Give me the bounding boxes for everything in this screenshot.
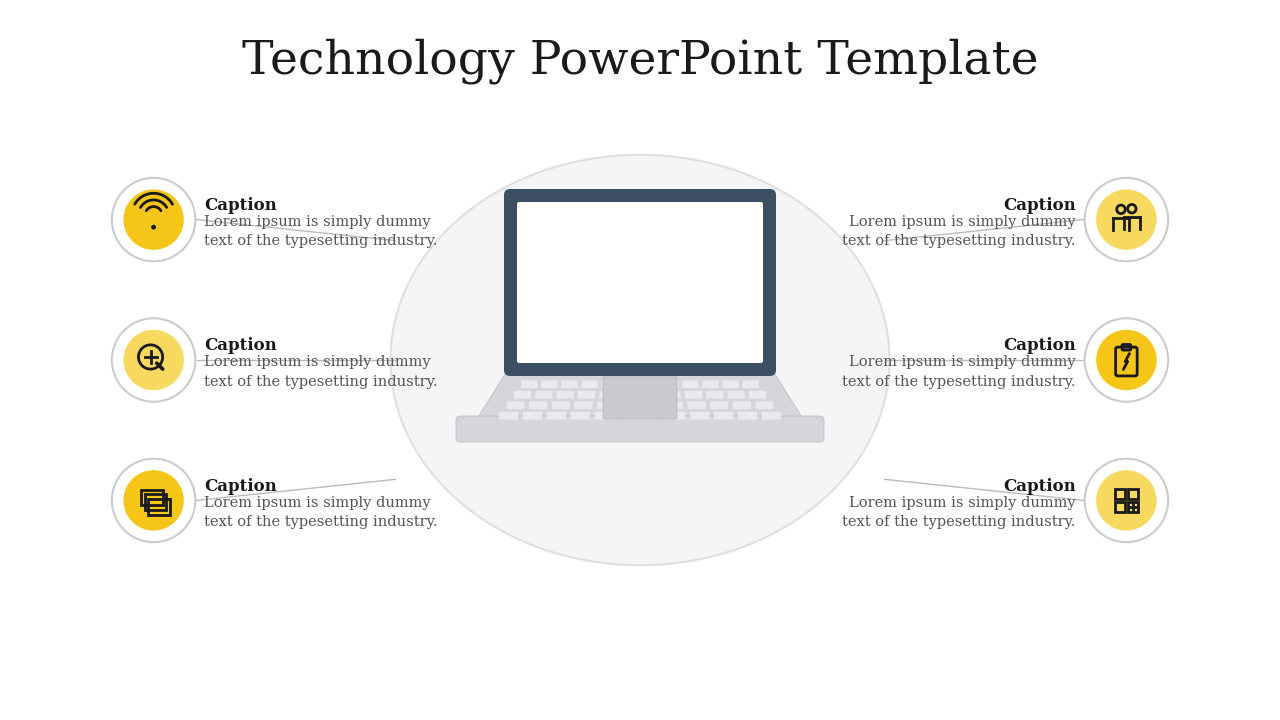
FancyBboxPatch shape <box>742 380 759 388</box>
Circle shape <box>1096 189 1157 250</box>
FancyBboxPatch shape <box>148 499 170 515</box>
FancyBboxPatch shape <box>521 380 538 388</box>
FancyBboxPatch shape <box>687 401 705 409</box>
Text: Technology PowerPoint Template: Technology PowerPoint Template <box>242 38 1038 84</box>
FancyBboxPatch shape <box>737 412 756 420</box>
Text: Caption: Caption <box>1004 338 1075 354</box>
FancyBboxPatch shape <box>641 380 658 388</box>
FancyBboxPatch shape <box>547 412 566 420</box>
FancyBboxPatch shape <box>581 380 598 388</box>
FancyBboxPatch shape <box>662 380 678 388</box>
FancyBboxPatch shape <box>622 380 639 388</box>
FancyBboxPatch shape <box>541 380 558 388</box>
FancyBboxPatch shape <box>571 412 590 420</box>
FancyBboxPatch shape <box>557 391 573 399</box>
FancyBboxPatch shape <box>643 391 659 399</box>
Text: Lorem ipsum is simply dummy
text of the typesetting industry.: Lorem ipsum is simply dummy text of the … <box>842 215 1075 248</box>
Text: Caption: Caption <box>205 338 276 354</box>
FancyBboxPatch shape <box>507 401 525 409</box>
Circle shape <box>151 225 156 230</box>
FancyBboxPatch shape <box>529 401 548 409</box>
Text: Lorem ipsum is simply dummy
text of the typesetting industry.: Lorem ipsum is simply dummy text of the … <box>205 495 438 529</box>
Circle shape <box>123 470 184 531</box>
FancyBboxPatch shape <box>596 401 616 409</box>
FancyBboxPatch shape <box>504 189 776 376</box>
Text: Lorem ipsum is simply dummy
text of the typesetting industry.: Lorem ipsum is simply dummy text of the … <box>205 355 438 389</box>
FancyBboxPatch shape <box>602 380 618 388</box>
Ellipse shape <box>390 155 890 565</box>
FancyBboxPatch shape <box>552 401 570 409</box>
FancyBboxPatch shape <box>722 380 739 388</box>
Circle shape <box>1096 330 1157 390</box>
FancyBboxPatch shape <box>703 380 718 388</box>
FancyBboxPatch shape <box>749 391 767 399</box>
Text: Caption: Caption <box>1004 478 1075 495</box>
Text: Lorem ipsum is simply dummy
text of the typesetting industry.: Lorem ipsum is simply dummy text of the … <box>842 495 1075 529</box>
FancyBboxPatch shape <box>562 380 577 388</box>
Text: Caption: Caption <box>205 478 276 495</box>
FancyBboxPatch shape <box>643 412 662 420</box>
FancyBboxPatch shape <box>732 401 751 409</box>
Text: Lorem ipsum is simply dummy
text of the typesetting industry.: Lorem ipsum is simply dummy text of the … <box>842 355 1075 389</box>
FancyBboxPatch shape <box>664 401 684 409</box>
Polygon shape <box>475 374 805 422</box>
FancyBboxPatch shape <box>595 412 614 420</box>
FancyBboxPatch shape <box>535 391 553 399</box>
FancyBboxPatch shape <box>599 391 617 399</box>
FancyBboxPatch shape <box>456 416 824 442</box>
FancyBboxPatch shape <box>618 412 637 420</box>
FancyBboxPatch shape <box>682 380 699 388</box>
Text: Caption: Caption <box>205 197 276 214</box>
FancyBboxPatch shape <box>513 391 531 399</box>
FancyBboxPatch shape <box>577 391 595 399</box>
FancyBboxPatch shape <box>603 377 677 419</box>
FancyBboxPatch shape <box>499 412 518 420</box>
Text: Lorem ipsum is simply dummy
text of the typesetting industry.: Lorem ipsum is simply dummy text of the … <box>205 215 438 248</box>
FancyBboxPatch shape <box>710 401 728 409</box>
FancyBboxPatch shape <box>524 412 543 420</box>
FancyBboxPatch shape <box>621 391 637 399</box>
FancyBboxPatch shape <box>666 412 685 420</box>
FancyBboxPatch shape <box>685 391 703 399</box>
FancyBboxPatch shape <box>517 202 763 363</box>
FancyBboxPatch shape <box>714 412 733 420</box>
FancyBboxPatch shape <box>690 412 709 420</box>
Circle shape <box>123 330 184 390</box>
FancyBboxPatch shape <box>707 391 723 399</box>
FancyBboxPatch shape <box>620 401 637 409</box>
Circle shape <box>1096 470 1157 531</box>
FancyBboxPatch shape <box>762 412 781 420</box>
FancyBboxPatch shape <box>727 391 745 399</box>
Text: Caption: Caption <box>1004 197 1075 214</box>
Circle shape <box>123 189 184 250</box>
FancyBboxPatch shape <box>575 401 593 409</box>
FancyBboxPatch shape <box>755 401 773 409</box>
FancyBboxPatch shape <box>663 391 681 399</box>
FancyBboxPatch shape <box>643 401 660 409</box>
